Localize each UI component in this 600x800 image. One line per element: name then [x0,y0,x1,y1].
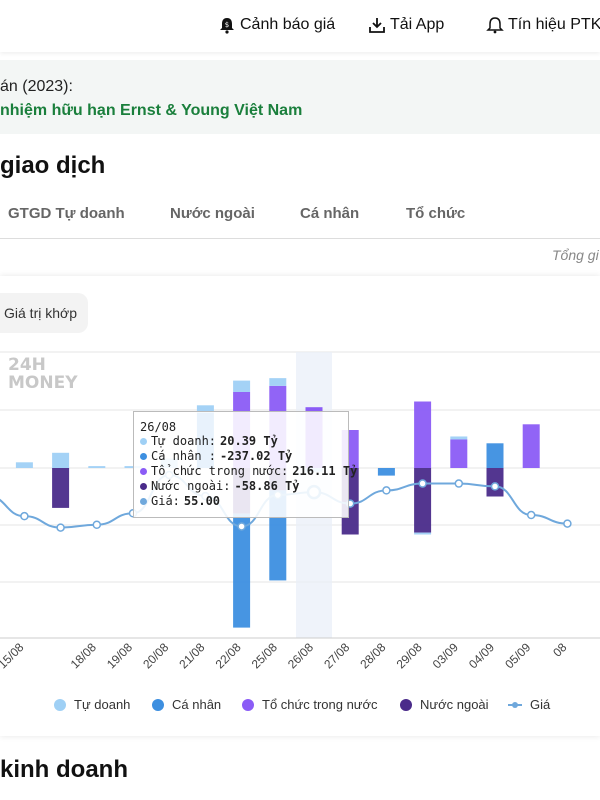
legend-tu-doanh[interactable]: Tự doanh [54,697,130,712]
watermark-line1: 24H [8,355,46,375]
bar-tự-doanh-21-08 [196,405,214,413]
legend-dot [152,698,164,711]
x-tick-label: 22/08 [213,640,244,671]
price-point-15-08 [20,511,29,521]
price-alert-label: Cảnh báo giá [240,16,336,33]
tooltip-row-ca-nhan: Cá nhân : -237.02 Tỷ [140,449,292,463]
top-bar: $ Cảnh báo giá Tải App Tín hiệu PTKT [0,0,600,52]
bar-tự-doanh-18-08 [88,466,106,468]
tooltip-row-to-chuc: Tổ chức trong nước: 216.11 Tỷ [140,464,357,478]
legend-line-icon [508,701,522,708]
bar-tổ-chức-trong-nước-03-09 [450,439,468,468]
price-point-22-08 [237,522,246,531]
legend-dot [242,698,254,711]
bar-nước-ngoài-29-08 [414,468,432,533]
price-point-08-09 [563,519,572,528]
bell-dollar-icon: $ [220,18,234,34]
x-tick-label: 21/08 [176,640,207,671]
x-tick-label: 20/08 [140,640,171,671]
tooltip-row-gia: Giá: 55.00 [140,494,220,508]
legend-to-chuc[interactable]: Tổ chức trong nước [242,697,378,712]
tooltip-dot [140,497,147,505]
legend-nuoc-ngoai[interactable]: Nước ngoài [400,697,489,712]
bar-tự-doanh-16-08 [52,452,70,468]
tooltip-dot [140,452,147,460]
svg-text:$: $ [225,21,229,29]
download-app-button[interactable]: Tải App [368,16,444,34]
matched-value-toggle[interactable]: Giá trị khớp [0,293,88,333]
tooltip-dot [140,467,147,475]
bar-tổ-chức-trong-nước-05-09 [522,424,540,468]
tooltip-date: 26/08 [140,420,177,434]
tooltip-row-nuoc-ngoai: Nước ngoài: -58.86 Tỷ [140,479,300,493]
tab-ca-nhan[interactable]: Cá nhân [300,205,360,222]
price-point-03-09 [454,479,464,488]
x-tick-label: 28/08 [357,640,388,671]
audit-company[interactable]: nhiệm hữu hạn Ernst & Young Việt Nam [0,102,303,119]
legend-dot [54,698,66,711]
bar-cá-nhân-28-08 [377,468,395,476]
bar-cá-nhân-22-08 [233,513,251,628]
bar-tự-doanh-15-08 [15,462,33,468]
x-tick-label: 04/09 [466,640,497,671]
bell-outline-icon [486,17,504,34]
price-point-28-08 [382,486,391,495]
bar-tự-doanh-25-08 [269,378,287,386]
price-alert-button[interactable]: $ Cảnh báo giá [218,16,335,34]
x-tick-label: 08 [550,640,570,660]
download-app-label: Tải App [390,16,445,33]
bar-tự-doanh-03-09 [450,436,468,440]
tab-tu-doanh[interactable]: GTGD Tự doanh [8,205,125,222]
legend-ca-nhan[interactable]: Cá nhân [152,697,221,712]
section-title: giao dịch [0,152,106,179]
bar-tổ-chức-trong-nước-29-08 [414,401,432,468]
x-tick-label: 27/08 [321,640,352,671]
x-tick-label: 03/09 [430,640,461,671]
signal-button[interactable]: Tín hiệu PTKT [486,16,600,34]
watermark-line2: MONEY [8,373,78,393]
legend-gia[interactable]: Giá [508,697,550,712]
x-tick-label: 15/08 [0,640,27,671]
download-icon [369,18,385,33]
total-label: Tổng gi [552,247,599,263]
section2-title: kinh doanh [0,756,128,783]
price-point-29-08 [418,479,427,488]
legend-dot [400,698,412,711]
tooltip-dot [140,482,147,490]
price-point-04-09 [490,482,500,491]
x-tick-label: 18/08 [68,640,99,671]
price-point-05-09 [526,510,536,520]
price-point-18-08 [92,520,102,529]
price-point-16-08 [56,523,65,532]
chart-tooltip: 26/08 Tự doanh: 20.39 Tỷ Cá nhân : -237.… [133,411,357,518]
tabs: GTGD Tự doanh Nước ngoài Cá nhân Tổ chức [0,190,600,239]
x-tick-label: 25/08 [249,640,280,671]
bar-tự-doanh-22-08 [233,380,251,392]
audit-label: án (2023): [0,78,73,95]
tab-nuoc-ngoai[interactable]: Nước ngoài [170,205,255,222]
bar-cá-nhân-04-09 [486,443,504,468]
audit-info: án (2023): nhiệm hữu hạn Ernst & Young V… [0,60,600,134]
tooltip-dot [140,437,147,445]
tooltip-row-tu-doanh: Tự doanh: 20.39 Tỷ [140,434,278,448]
x-tick-label: 19/08 [104,640,135,671]
chart-legend: Tự doanh Cá nhân Tổ chức trong nước Nước… [0,697,600,717]
x-tick-label: 26/08 [285,640,316,671]
bar-nước-ngoài-16-08 [52,468,70,508]
signal-label: Tín hiệu PTKT [508,16,600,33]
x-tick-label: 05/09 [502,640,533,671]
matched-value-label: Giá trị khớp [4,305,77,321]
bar-tự-doanh-29-08 [414,532,432,535]
tab-to-chuc[interactable]: Tổ chức [406,205,466,222]
x-tick-label: 29/08 [394,640,425,671]
